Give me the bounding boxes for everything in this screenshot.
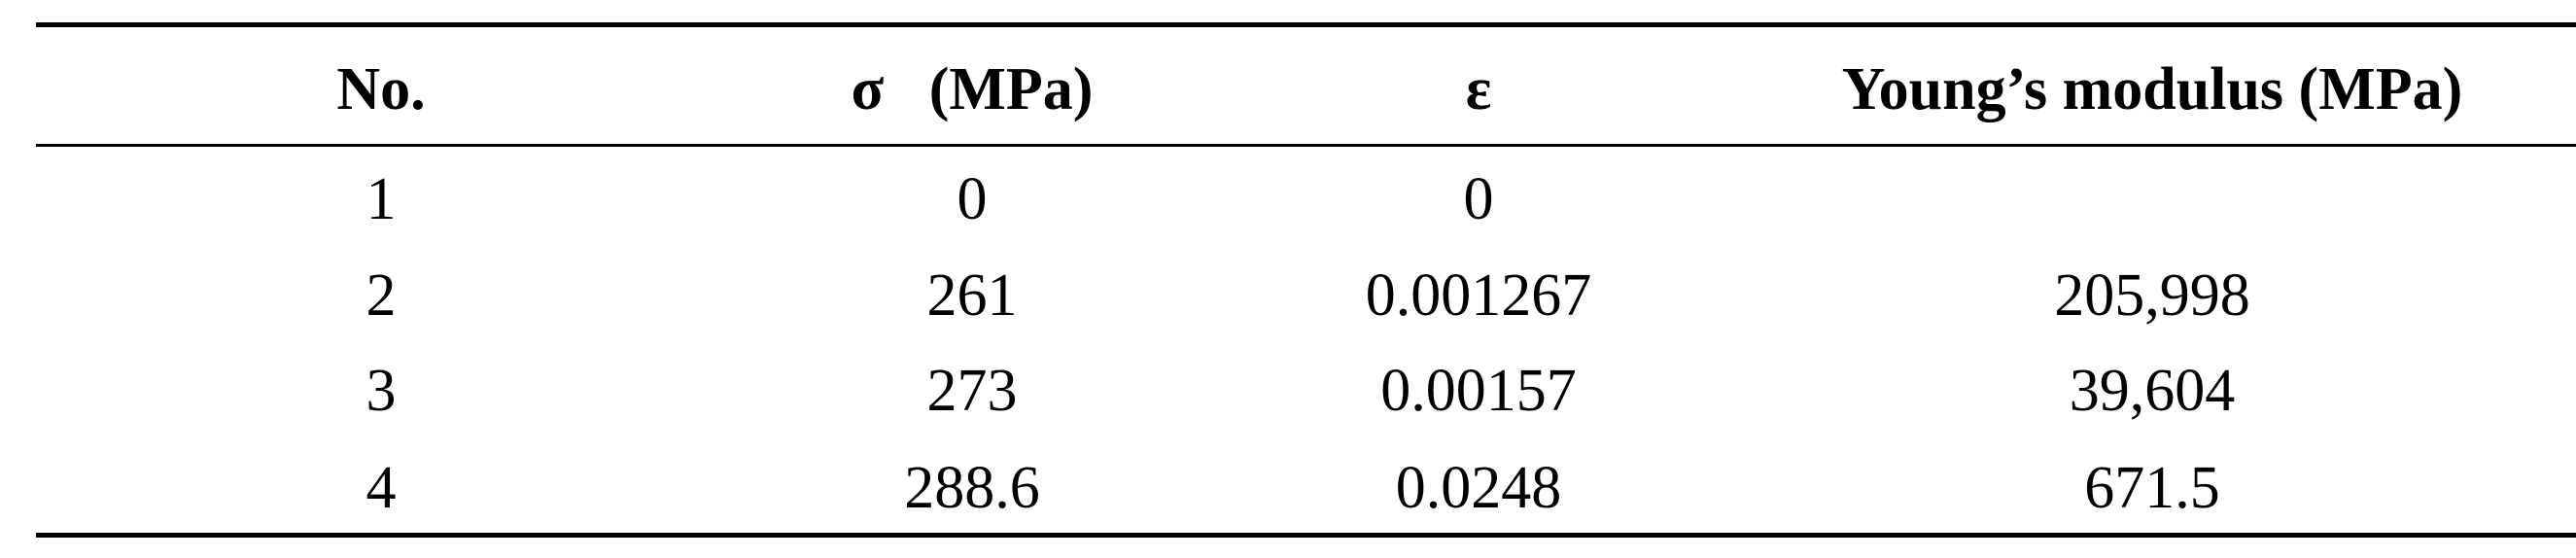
table-cell: 4 <box>366 455 397 521</box>
table-cell: 205,998 <box>2054 262 2250 329</box>
table-cell: 273 <box>926 358 1018 424</box>
table-cell: 39,604 <box>2069 358 2236 424</box>
header-cell: Young’s modulus (MPa) <box>1841 56 2463 122</box>
header-cell: ε <box>1465 56 1492 122</box>
header-cell: σ (MPa) <box>851 56 1094 122</box>
table-cell: 671.5 <box>2084 455 2220 521</box>
table-cell: 3 <box>366 358 397 424</box>
bottom-rule <box>36 533 2576 538</box>
table-cell: 1 <box>366 166 397 232</box>
header-cell: No. <box>336 56 426 122</box>
table-cell: 0.00157 <box>1380 358 1577 424</box>
table-cell: 0 <box>1463 166 1494 232</box>
header-rule <box>36 144 2576 147</box>
table-cell: 0 <box>957 166 988 232</box>
table-cell: 0.001267 <box>1365 262 1592 329</box>
table-cell: 0.0248 <box>1395 455 1562 521</box>
table-cell: 261 <box>926 262 1018 329</box>
top-rule <box>36 22 2576 27</box>
table-cell: 288.6 <box>904 455 1040 521</box>
table-cell: 2 <box>366 262 397 329</box>
